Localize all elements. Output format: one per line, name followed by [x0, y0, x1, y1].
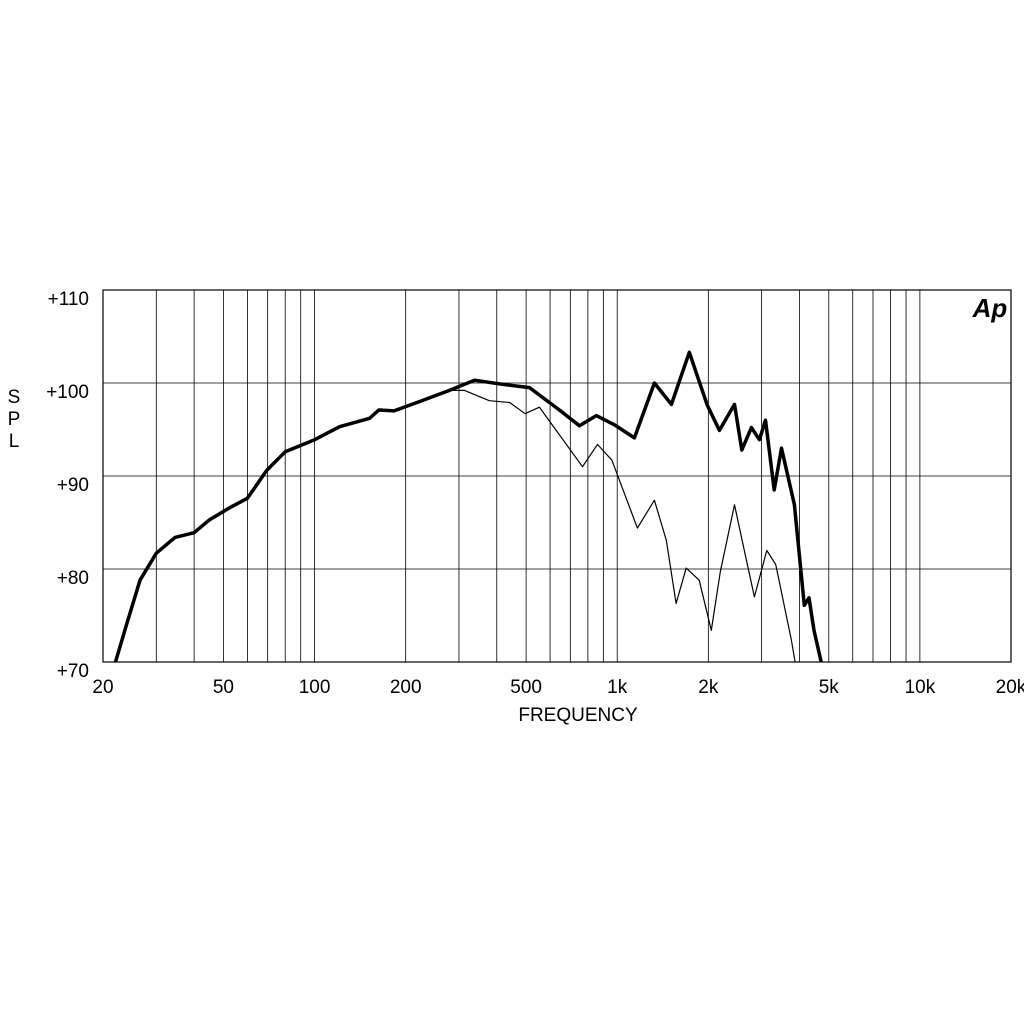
- x-tick-label: 200: [390, 677, 422, 698]
- x-tick-label: 2k: [698, 677, 719, 698]
- x-tick-label: 10k: [905, 677, 936, 698]
- series-line: [114, 389, 796, 662]
- y-tick-label: +70: [57, 661, 89, 682]
- x-tick-label: 100: [299, 677, 331, 698]
- y-tick-label: +110: [48, 289, 89, 310]
- x-tick-label: 50: [213, 677, 234, 698]
- x-tick-label: 20: [92, 677, 113, 698]
- logo: Ap: [972, 293, 1008, 323]
- x-tick-label: 500: [510, 677, 542, 698]
- plot-lines: [113, 350, 823, 662]
- x-tick-label: 5k: [819, 677, 840, 698]
- series-line: [113, 350, 823, 662]
- x-tick-label: 20k: [996, 677, 1024, 698]
- y-tick-label: +90: [57, 475, 89, 496]
- x-axis-label: FREQUENCY: [518, 705, 638, 726]
- x-tick-label: 1k: [607, 677, 628, 698]
- y-tick-label: +100: [46, 382, 89, 403]
- y-tick-label: +80: [57, 568, 89, 589]
